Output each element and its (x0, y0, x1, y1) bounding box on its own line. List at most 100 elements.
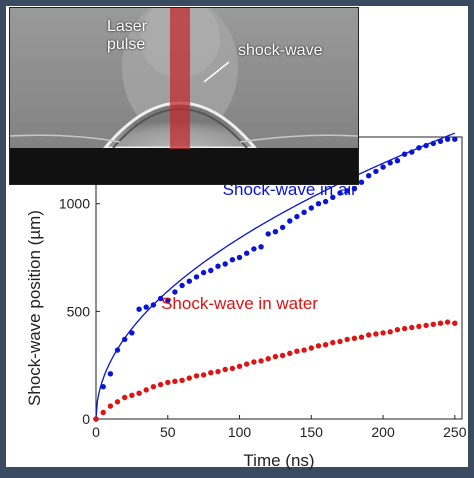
water-point (387, 329, 393, 335)
water-point (337, 338, 343, 345)
water-point (129, 392, 135, 398)
air-fit-curve (95, 132, 456, 420)
air-point (315, 201, 322, 207)
water-point (100, 409, 106, 416)
air-point (215, 263, 221, 269)
water-point (272, 353, 279, 360)
air-point (387, 160, 393, 166)
water-point (208, 370, 214, 376)
water-point (186, 375, 192, 381)
laser-pulse-beam (170, 8, 190, 149)
air-point (186, 278, 192, 284)
water-point (222, 366, 228, 373)
water-point (322, 342, 329, 348)
air-point (279, 224, 286, 231)
water-point (287, 350, 293, 356)
water-point (215, 368, 221, 375)
x-tick-label: 50 (160, 424, 176, 440)
water-point (315, 343, 322, 349)
water-point (330, 339, 336, 346)
water-point (452, 320, 458, 326)
water-point (301, 347, 307, 353)
air-point (222, 261, 228, 267)
air-point (351, 186, 358, 192)
air-point (401, 151, 408, 157)
air-point (200, 269, 207, 276)
air-point (380, 164, 386, 170)
air-point (129, 330, 135, 336)
x-tick-label: 250 (443, 424, 467, 440)
air-point (423, 142, 429, 149)
photo-image (10, 8, 358, 184)
air-point (366, 173, 372, 179)
laser-label-line1: Laser (107, 18, 148, 35)
water-point (401, 325, 408, 332)
water-point (279, 352, 286, 359)
water-point (308, 345, 314, 351)
air-point (294, 213, 300, 220)
air-point (236, 254, 243, 261)
air-point (122, 336, 128, 343)
water-point (93, 416, 99, 422)
air-point (193, 274, 200, 280)
air-point (150, 302, 157, 308)
water-point (200, 372, 207, 378)
water-point (258, 358, 264, 364)
air-point (344, 188, 350, 194)
air-point (322, 198, 329, 205)
air-point (114, 347, 121, 353)
water-point (193, 373, 200, 379)
water-point (251, 359, 257, 365)
air-point (452, 136, 458, 142)
air-point (172, 289, 178, 295)
water-point (143, 387, 149, 393)
substrate (10, 148, 358, 184)
water-point (373, 331, 379, 337)
water-point (229, 365, 236, 372)
air-point (308, 205, 314, 211)
water-point (416, 323, 422, 330)
water-point (157, 381, 164, 388)
water-point (294, 348, 300, 354)
air-point (157, 295, 164, 302)
air-point (337, 190, 343, 196)
y-tick-label: 0 (82, 411, 90, 427)
water-point (179, 377, 185, 383)
water-point (114, 399, 121, 405)
air-point (416, 145, 422, 151)
water-point (172, 378, 178, 384)
air-point (430, 140, 436, 147)
laser-pulse-label: Laser pulse (107, 18, 177, 54)
x-tick-label: 150 (300, 424, 324, 440)
air-point (272, 229, 279, 235)
air-point (330, 194, 336, 200)
water-point (344, 336, 350, 343)
y-axis-label: Shock-wave position (µm) (25, 210, 44, 406)
air-point (444, 136, 451, 142)
water-point (150, 384, 157, 390)
water-point (366, 332, 372, 338)
air-point (287, 218, 293, 224)
laser-label-line2: pulse (107, 36, 146, 53)
water-point (358, 334, 365, 340)
water-point (423, 322, 429, 329)
y-tick-label: 500 (67, 303, 91, 319)
air-point (373, 168, 379, 175)
water-series-label: Shock-wave in water (161, 294, 318, 313)
air-point (100, 384, 106, 390)
air-point (301, 209, 307, 215)
water-point (165, 379, 171, 386)
air-point (258, 244, 264, 250)
shock-wave-pointer (203, 61, 230, 83)
water-point (444, 319, 451, 325)
water-point (437, 320, 444, 326)
shock-wave-label: shock-wave (238, 42, 323, 59)
air-point (244, 250, 250, 256)
air-point (409, 149, 415, 155)
water-point (380, 330, 386, 336)
air-point (143, 304, 149, 310)
water-point (107, 403, 114, 409)
y-tick-label: 1000 (59, 196, 90, 212)
air-point (208, 267, 214, 274)
air-point (107, 371, 114, 377)
